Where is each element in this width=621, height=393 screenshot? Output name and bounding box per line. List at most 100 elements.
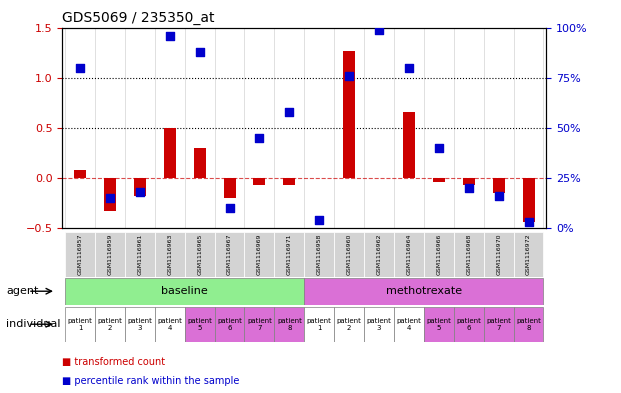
Point [344,72,354,79]
Point [404,64,414,71]
FancyBboxPatch shape [394,307,424,342]
Text: ■ transformed count: ■ transformed count [62,356,165,367]
Point [374,26,384,33]
FancyBboxPatch shape [394,232,424,277]
Text: GSM1116968: GSM1116968 [466,234,471,275]
Text: baseline: baseline [161,286,208,296]
Point [434,145,444,151]
Bar [224,178,235,198]
FancyBboxPatch shape [334,307,364,342]
Text: patient
5: patient 5 [187,318,212,331]
FancyBboxPatch shape [184,232,215,277]
Bar [343,51,355,178]
Bar [134,178,146,196]
Bar [253,178,265,185]
FancyBboxPatch shape [424,232,454,277]
Text: methotrexate: methotrexate [386,286,462,296]
Text: GSM1116972: GSM1116972 [526,234,531,275]
FancyBboxPatch shape [304,278,543,305]
Text: patient
4: patient 4 [157,318,182,331]
Point [105,195,115,201]
FancyBboxPatch shape [125,232,155,277]
Point [225,205,235,211]
Text: GSM1116966: GSM1116966 [437,234,442,275]
Point [165,32,175,39]
Point [464,185,474,191]
FancyBboxPatch shape [304,307,334,342]
Point [524,219,533,225]
Text: patient
1: patient 1 [68,318,93,331]
Text: GSM1116970: GSM1116970 [496,234,501,275]
Point [284,108,294,115]
Bar [403,112,415,178]
Bar [433,178,445,182]
Text: GDS5069 / 235350_at: GDS5069 / 235350_at [62,11,215,25]
Point [494,193,504,199]
FancyBboxPatch shape [514,307,543,342]
FancyBboxPatch shape [454,232,484,277]
Bar [463,178,474,185]
FancyBboxPatch shape [65,307,95,342]
FancyBboxPatch shape [424,307,454,342]
Text: patient
7: patient 7 [247,318,272,331]
Point [194,48,204,55]
FancyBboxPatch shape [65,278,304,305]
FancyBboxPatch shape [245,307,274,342]
Bar [283,178,296,185]
Text: GSM1116961: GSM1116961 [137,234,142,275]
Text: patient
8: patient 8 [516,318,541,331]
Bar [74,170,86,178]
Text: GSM1116967: GSM1116967 [227,234,232,275]
FancyBboxPatch shape [334,232,364,277]
Text: patient
5: patient 5 [427,318,451,331]
Text: GSM1116969: GSM1116969 [257,234,262,275]
FancyBboxPatch shape [304,232,334,277]
FancyBboxPatch shape [364,232,394,277]
FancyBboxPatch shape [514,232,543,277]
Text: patient
2: patient 2 [97,318,122,331]
Bar [194,148,206,178]
Text: patient
2: patient 2 [337,318,361,331]
Text: GSM1116960: GSM1116960 [347,234,351,275]
Text: patient
4: patient 4 [396,318,422,331]
FancyBboxPatch shape [215,307,245,342]
FancyBboxPatch shape [155,232,184,277]
Text: GSM1116958: GSM1116958 [317,234,322,275]
Text: patient
6: patient 6 [217,318,242,331]
Text: GSM1116957: GSM1116957 [78,234,83,275]
Text: agent: agent [6,286,39,296]
FancyBboxPatch shape [274,307,304,342]
Text: GSM1116963: GSM1116963 [167,234,172,275]
Text: patient
6: patient 6 [456,318,481,331]
Point [314,217,324,223]
FancyBboxPatch shape [274,232,304,277]
Point [135,189,145,195]
Text: patient
3: patient 3 [127,318,152,331]
FancyBboxPatch shape [484,307,514,342]
Bar [522,178,535,222]
Bar [164,128,176,178]
FancyBboxPatch shape [95,232,125,277]
Text: GSM1116971: GSM1116971 [287,234,292,275]
Text: GSM1116959: GSM1116959 [107,234,112,275]
Text: patient
7: patient 7 [486,318,511,331]
FancyBboxPatch shape [125,307,155,342]
Point [255,134,265,141]
Text: ■ percentile rank within the sample: ■ percentile rank within the sample [62,376,240,386]
Text: individual: individual [6,319,61,329]
FancyBboxPatch shape [454,307,484,342]
Text: patient
1: patient 1 [307,318,332,331]
FancyBboxPatch shape [65,232,95,277]
FancyBboxPatch shape [215,232,245,277]
Text: GSM1116965: GSM1116965 [197,234,202,275]
Text: GSM1116962: GSM1116962 [376,234,381,275]
Bar [104,178,116,211]
Text: patient
3: patient 3 [366,318,391,331]
Text: patient
8: patient 8 [277,318,302,331]
FancyBboxPatch shape [245,232,274,277]
FancyBboxPatch shape [155,307,184,342]
FancyBboxPatch shape [95,307,125,342]
FancyBboxPatch shape [184,307,215,342]
FancyBboxPatch shape [484,232,514,277]
Point [75,64,85,71]
